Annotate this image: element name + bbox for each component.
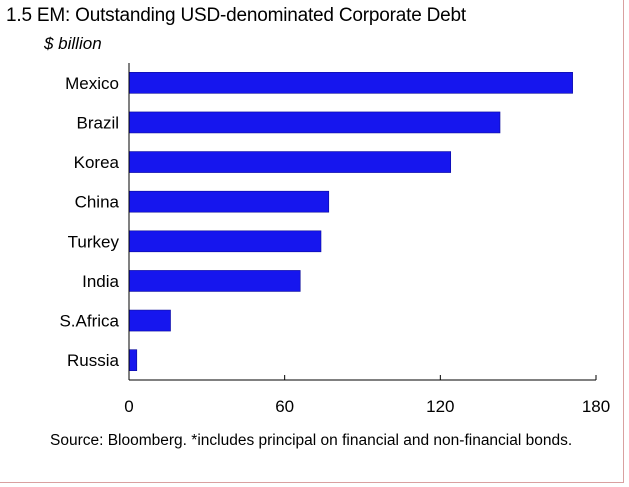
x-tick-label: 180 [582, 397, 610, 416]
category-label: Korea [74, 153, 120, 172]
category-labels: Mexico Brazil Korea China Turkey India S.Afric… [59, 74, 119, 370]
category-label: China [75, 193, 120, 212]
category-label: Brazil [76, 113, 119, 132]
x-tick-label: 0 [124, 397, 133, 416]
category-label: India [82, 272, 119, 291]
bar-brazil [128, 111, 501, 134]
unit-label: $ billion [44, 34, 102, 53]
bar-s-africa [128, 309, 171, 332]
bar-korea [128, 151, 452, 173]
category-label: Russia [67, 351, 120, 370]
x-tick-label: 120 [426, 397, 454, 416]
bar-mexico [128, 72, 573, 94]
bar-india [128, 270, 301, 292]
bar-turkey [128, 230, 322, 253]
source-note: Source: Bloomberg. *includes principal o… [50, 432, 573, 449]
category-label: Turkey [68, 232, 120, 251]
category-label: Mexico [65, 74, 119, 93]
category-label: S.Africa [59, 312, 119, 331]
bars-group [128, 72, 573, 371]
x-tick-label: 60 [275, 397, 294, 416]
bar-china [128, 190, 330, 213]
x-axis: 0 60 120 180 [124, 63, 610, 416]
chart-title: 1.5 EM: Outstanding USD-denominated Corp… [6, 5, 466, 26]
bar-russia [128, 349, 138, 371]
